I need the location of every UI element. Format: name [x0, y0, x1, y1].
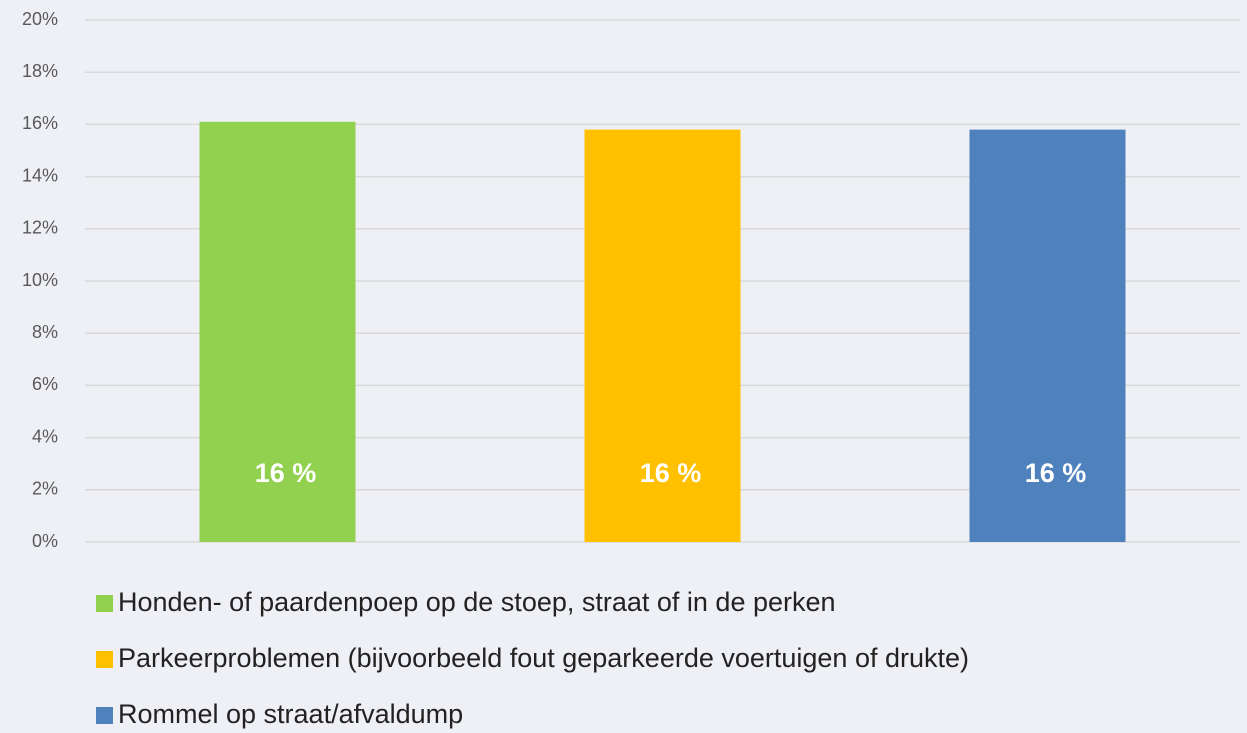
value-label: 16 % [640, 458, 702, 488]
y-tick-label: 14% [22, 165, 58, 185]
legend-swatch [96, 651, 113, 668]
y-tick-label: 8% [32, 322, 58, 342]
y-tick-label: 6% [32, 374, 58, 394]
y-tick-label: 18% [22, 61, 58, 81]
y-tick-label: 2% [32, 479, 58, 499]
legend-label: Parkeerproblemen (bijvoorbeeld fout gepa… [118, 643, 969, 673]
y-tick-label: 0% [32, 531, 58, 551]
bar [584, 129, 741, 542]
y-tick-label: 4% [32, 426, 58, 446]
bar [199, 121, 356, 542]
legend-swatch [96, 707, 113, 724]
bar [969, 129, 1126, 542]
legend-label: Honden- of paardenpoep op de stoep, stra… [118, 587, 836, 617]
y-tick-label: 12% [22, 218, 58, 238]
y-tick-label: 10% [22, 270, 58, 290]
y-tick-label: 16% [22, 113, 58, 133]
y-tick-label: 20% [22, 9, 58, 29]
legend-label: Rommel op straat/afvaldump [118, 699, 463, 729]
value-label: 16 % [1025, 458, 1087, 488]
legend-swatch [96, 595, 113, 612]
value-label: 16 % [255, 458, 317, 488]
